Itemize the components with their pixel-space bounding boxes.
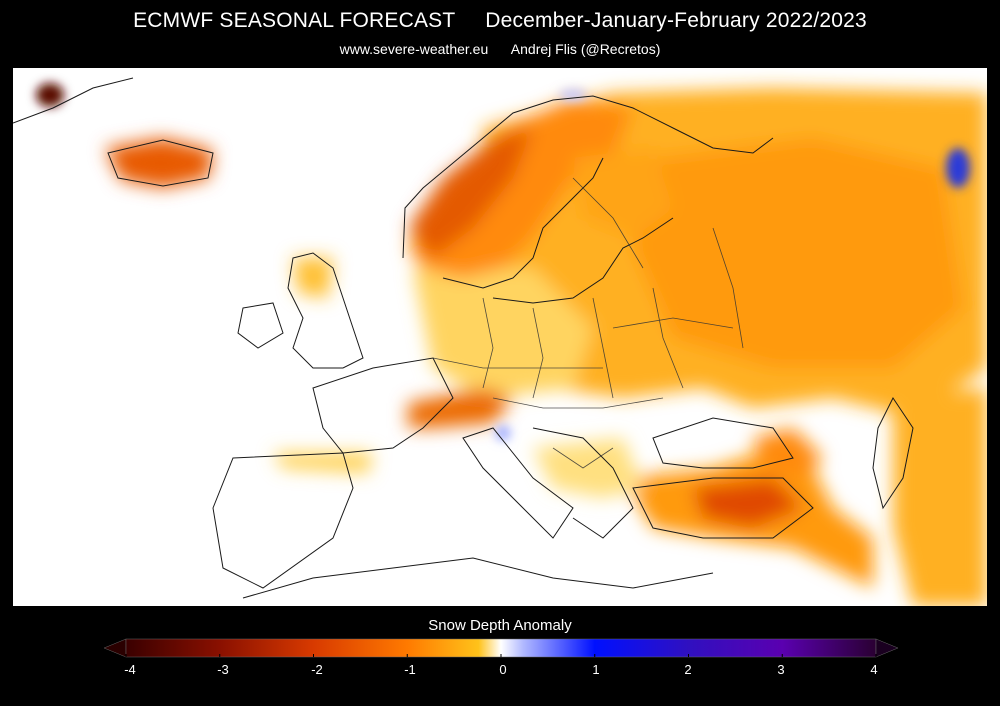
tick-label: 1	[592, 662, 600, 677]
colorbar	[103, 636, 899, 669]
anomaly-svalbard	[36, 83, 64, 107]
country-borders	[432, 177, 744, 469]
anomaly-balkan-blue	[495, 425, 511, 441]
coast-baltic	[492, 217, 674, 304]
tick-label: 0	[499, 662, 507, 677]
anomaly-positive-spots	[36, 83, 970, 441]
anomaly-central-asia	[893, 388, 987, 606]
legend-title: Snow Depth Anomaly	[428, 617, 572, 634]
tick-label: 2	[684, 662, 692, 677]
anomaly-norway-coast	[408, 128, 533, 258]
page-credits: www.severe-weather.eu Andrej Flis (@Recr…	[339, 41, 661, 57]
tick-label: 4	[870, 662, 878, 677]
tick-label: -2	[311, 662, 323, 677]
anomaly-russia-core	[633, 138, 963, 368]
coastlines	[13, 77, 914, 599]
colorbar-left-arrow	[103, 638, 127, 658]
tick-label: -1	[404, 662, 416, 677]
anomaly-fields	[105, 88, 987, 606]
anomaly-pyrenees	[273, 453, 373, 473]
anomaly-central-europe	[413, 268, 593, 398]
colorbar-ticks	[125, 654, 877, 657]
anomaly-kola-blue	[559, 89, 587, 101]
coast-sweden	[442, 157, 604, 289]
coast-italy	[462, 427, 574, 539]
coast-uk	[287, 252, 364, 369]
coast-iceland	[107, 139, 214, 187]
anomaly-scotland	[293, 258, 333, 298]
anomaly-alps	[408, 388, 513, 428]
tick-label: -3	[217, 662, 229, 677]
tick-label: -4	[124, 662, 136, 677]
coast-balkans	[532, 427, 634, 539]
anomaly-anatolia-core	[693, 478, 803, 528]
anomaly-map	[13, 68, 987, 606]
coast-africa	[242, 557, 714, 599]
coast-black-sea	[652, 417, 794, 469]
coast-turkey	[632, 477, 814, 539]
coast-ireland	[237, 302, 284, 349]
coast-norway	[402, 95, 774, 259]
coast-france	[312, 357, 454, 454]
page-title: ECMWF SEASONAL FORECAST December-January…	[133, 9, 867, 32]
coast-iberia	[212, 452, 354, 589]
anomaly-caucasus	[753, 428, 823, 478]
coast-caspian	[872, 397, 914, 510]
anomaly-finland	[573, 148, 673, 238]
coast-greenland	[13, 77, 134, 124]
anomaly-iceland	[105, 138, 213, 188]
colorbar-right-arrow	[875, 638, 899, 658]
tick-label: 3	[777, 662, 785, 677]
anomaly-ural-blue	[946, 148, 970, 188]
